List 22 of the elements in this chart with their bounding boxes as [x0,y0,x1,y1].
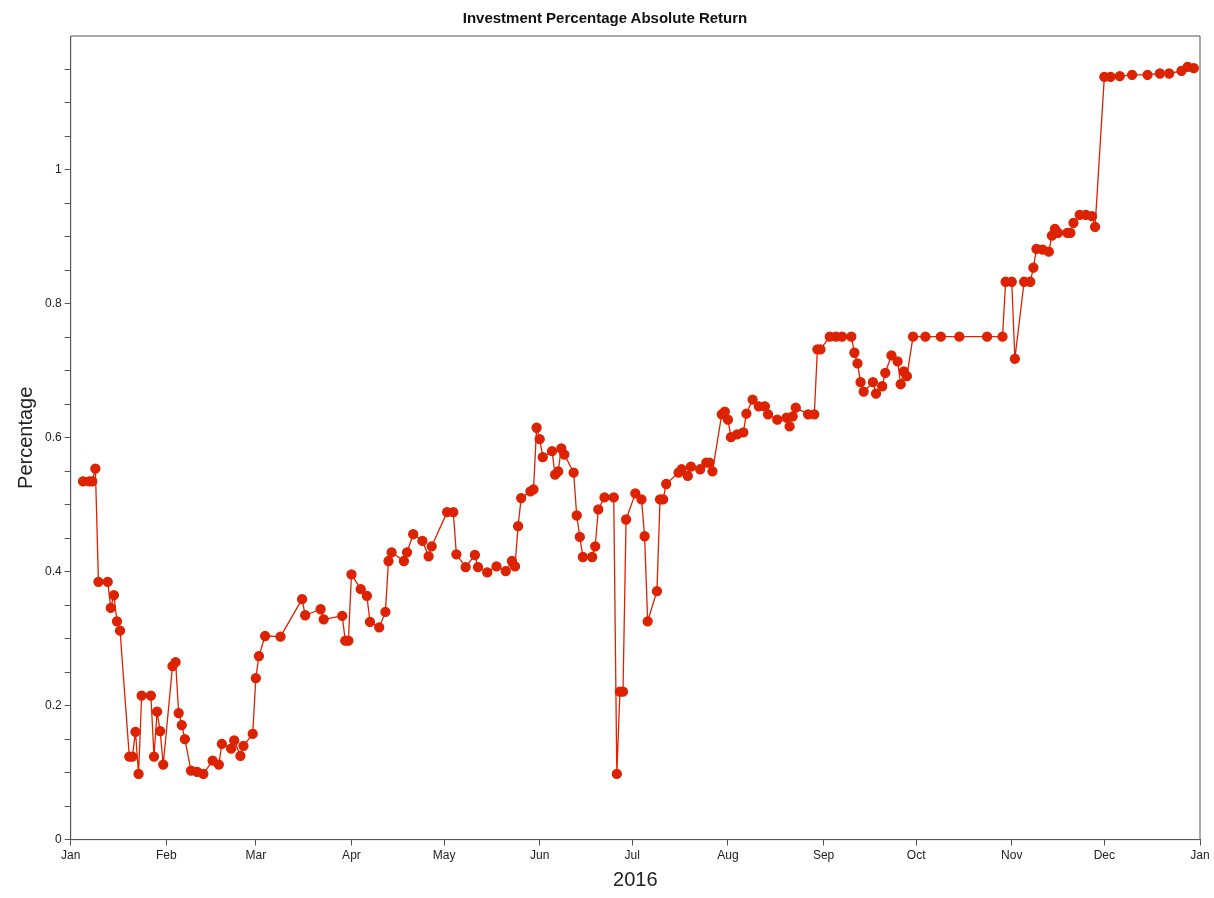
x-tick-label: Jan [1190,848,1210,863]
x-tick-label: Apr [342,848,361,863]
x-tick-label: Nov [1001,848,1023,863]
y-tick-label: 0 [54,831,62,846]
y-tick-label: 1 [54,162,62,177]
x-tick-label: Oct [906,848,927,863]
y-tick-label: 0.6 [44,430,62,445]
chart-title: Investment Percentage Absolute Return [462,9,748,27]
x-tick-label: Aug [717,848,739,863]
y-tick-label: 0.4 [44,564,62,579]
x-tick-label: Sep [812,848,835,863]
x-tick-label: Dec [1093,848,1116,863]
x-tick-label: Mar [245,848,267,863]
x-axis-title: 2016 [613,867,658,890]
x-tick-label: Feb [155,848,177,863]
y-axis-title: Percentage [13,386,36,489]
x-tick-label: Jan [61,848,81,863]
x-tick-label: Jul [624,848,640,863]
y-tick-label: 0.8 [44,296,62,311]
y-tick-label: 0.2 [44,697,62,712]
x-tick-label: Jun [530,848,550,863]
x-tick-label: May [432,848,456,863]
